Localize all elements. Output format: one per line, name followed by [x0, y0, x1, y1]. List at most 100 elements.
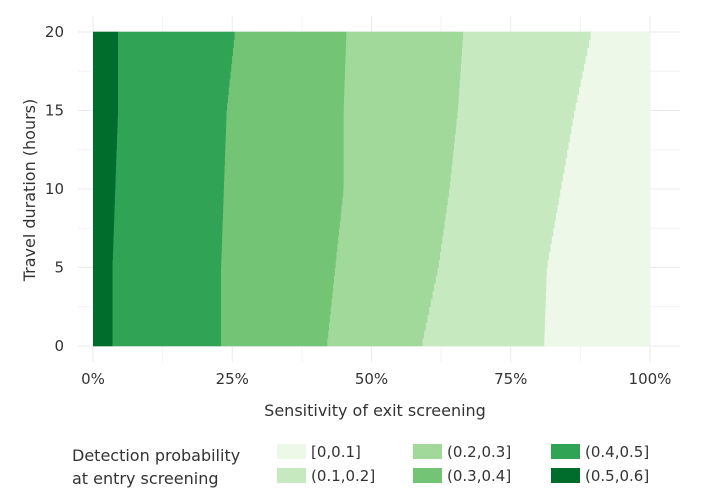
- heatmap-cell: [572, 118, 651, 127]
- legend-label: (0.5,0.6]: [585, 467, 649, 485]
- heatmap-cell: [544, 322, 651, 331]
- heatmap-cell: [225, 141, 344, 151]
- heatmap-cell: [462, 39, 590, 48]
- heatmap-cell: [424, 330, 545, 339]
- heatmap-cell: [93, 70, 119, 80]
- heatmap-cell: [587, 47, 651, 56]
- legend-swatch: [551, 468, 580, 483]
- heatmap-cell: [115, 188, 225, 198]
- heatmap-cell: [113, 227, 223, 237]
- heatmap-cell: [112, 314, 222, 323]
- heatmap-cell: [93, 220, 115, 229]
- heatmap-cell: [345, 63, 462, 72]
- heatmap-cell: [453, 149, 568, 158]
- heatmap-cell: [93, 149, 117, 158]
- heatmap-cell: [112, 267, 222, 276]
- heatmap-cell: [546, 282, 651, 292]
- heatmap-cell: [429, 306, 546, 315]
- heatmap-cell: [333, 282, 435, 292]
- heatmap-cell: [328, 330, 425, 339]
- heatmap-cell: [224, 165, 344, 174]
- heatmap-cell: [343, 110, 458, 119]
- heatmap-cell: [222, 220, 341, 229]
- heatmap-cell: [221, 267, 336, 276]
- heatmap-cell: [93, 314, 113, 323]
- heatmap-cell: [432, 290, 547, 300]
- heatmap-cell: [221, 330, 329, 339]
- legend-swatch: [551, 444, 580, 459]
- heatmap-cell: [93, 298, 113, 308]
- heatmap-cell: [221, 322, 330, 331]
- heatmap-cell: [93, 204, 115, 213]
- heatmap-cell: [343, 102, 459, 111]
- heatmap-cell: [114, 220, 223, 229]
- heatmap-cell: [117, 125, 227, 135]
- heatmap-cell: [225, 125, 344, 135]
- heatmap-cell: [556, 212, 651, 221]
- heatmap-cell: [93, 259, 113, 268]
- heatmap-cell: [93, 275, 113, 284]
- heatmap-cell: [565, 157, 651, 166]
- heatmap-cell: [561, 180, 651, 190]
- heatmap-cell: [343, 188, 450, 198]
- heatmap-cell: [221, 290, 333, 300]
- heatmap-cell: [334, 275, 437, 284]
- heatmap-cell: [222, 227, 340, 237]
- heatmap-cell: [331, 298, 432, 308]
- heatmap-cell: [463, 31, 591, 41]
- legend-label: (0.3,0.4]: [447, 467, 511, 485]
- heatmap-cell: [93, 125, 118, 135]
- heatmap-cell: [115, 180, 225, 190]
- heatmap-cell: [458, 102, 576, 111]
- heatmap-cell: [343, 118, 457, 127]
- heatmap-cell: [554, 220, 651, 229]
- legend: Detection probability at entry screening…: [72, 443, 649, 488]
- heatmap-cell: [442, 235, 553, 245]
- heatmap-cell: [224, 157, 344, 166]
- heatmap-cell: [115, 165, 225, 174]
- heatmap-cell: [545, 290, 651, 300]
- heatmap-cell: [93, 157, 117, 166]
- heatmap-cell: [93, 180, 116, 190]
- heatmap-cell: [444, 220, 555, 229]
- heatmap-cell: [93, 306, 113, 315]
- heatmap-cell: [437, 267, 548, 276]
- heatmap-cell: [455, 125, 572, 135]
- heatmap-cell: [338, 235, 443, 245]
- heatmap-cell: [93, 267, 113, 276]
- heatmap-cell: [571, 125, 651, 135]
- heatmap-cell: [546, 275, 651, 284]
- heatmap-cell: [112, 275, 222, 284]
- heatmap-cell: [457, 110, 575, 119]
- heatmap-cell: [343, 141, 455, 151]
- heatmap-cell: [451, 165, 565, 174]
- heatmap-cell: [93, 243, 114, 253]
- heatmap-cell: [585, 55, 651, 64]
- heatmap-cell: [449, 180, 562, 190]
- heatmap-cell: [560, 188, 651, 198]
- legend-title-line-1: Detection probability: [72, 446, 240, 465]
- legend-swatch: [277, 468, 306, 483]
- heatmap-cell: [582, 70, 651, 80]
- heatmap-cell: [93, 86, 119, 96]
- heatmap-cell: [227, 102, 345, 111]
- heatmap-cell: [346, 39, 463, 48]
- heatmap-cell: [343, 165, 452, 174]
- heatmap-cell: [93, 212, 115, 221]
- heatmap-cell: [590, 31, 651, 41]
- heatmap-cell: [118, 102, 228, 111]
- heatmap-cell: [441, 243, 551, 253]
- heatmap-cell: [231, 63, 346, 72]
- heatmap-cell: [232, 55, 346, 64]
- heatmap-cell: [221, 337, 328, 347]
- heatmap-cell: [114, 204, 224, 213]
- heatmap-cell: [114, 196, 224, 205]
- heatmap-cell: [112, 251, 222, 260]
- legend-swatch: [413, 468, 442, 483]
- heatmap-cell: [550, 243, 651, 253]
- heatmap-cell: [343, 157, 453, 166]
- heatmap-cell: [93, 63, 119, 72]
- heatmap-cell: [93, 337, 113, 347]
- x-tick-label: 50%: [355, 370, 388, 388]
